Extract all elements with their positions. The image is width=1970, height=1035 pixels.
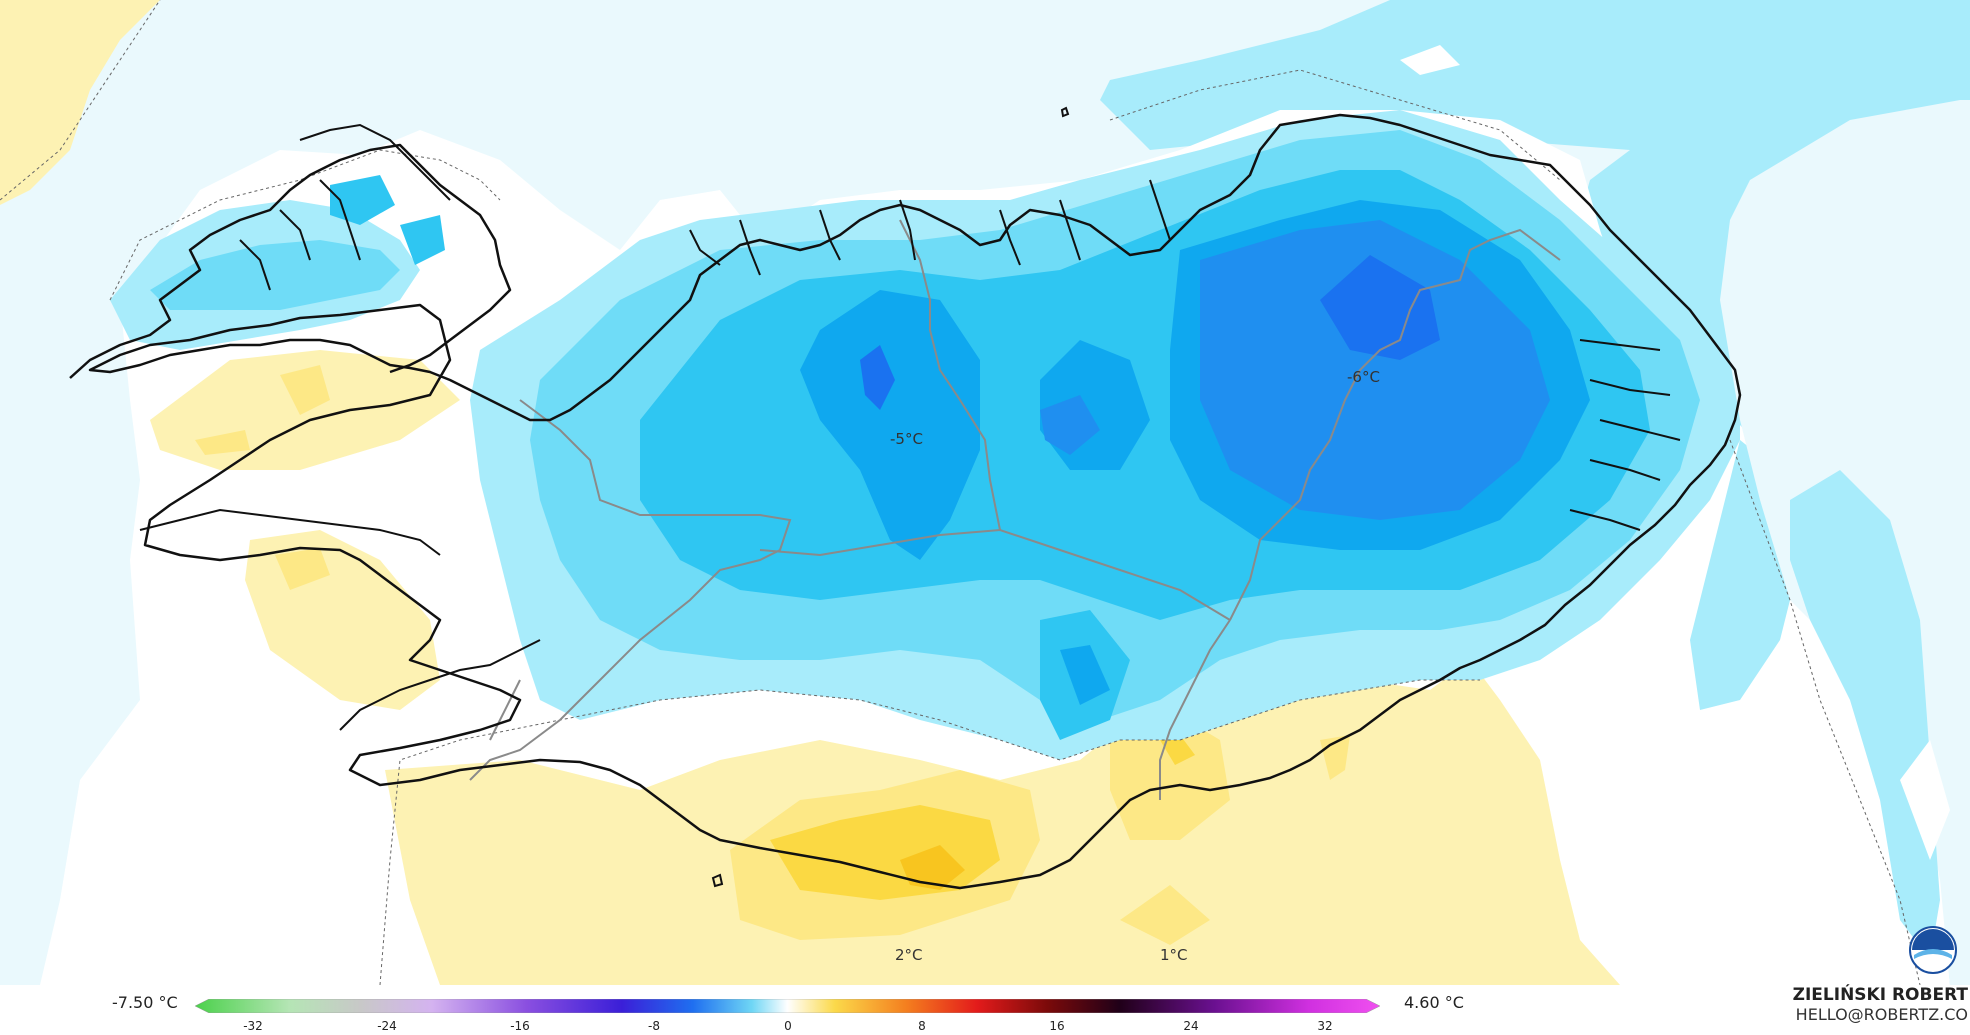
scale-tick: 8 xyxy=(918,1019,926,1033)
color-scale-bar xyxy=(195,999,1380,1013)
credit-name: ZIELIŃSKI ROBERT xyxy=(1792,985,1968,1005)
noaa-logo-icon xyxy=(1909,926,1957,974)
cold-land-7 xyxy=(1200,220,1550,520)
warm-west-3 xyxy=(280,365,330,415)
cold-land-8 xyxy=(1320,255,1440,360)
scale-max-label: 4.60 °C xyxy=(1404,993,1464,1012)
warm-west-4 xyxy=(195,430,250,455)
cold-se-coast xyxy=(1790,470,1940,960)
scale-tick: 16 xyxy=(1049,1019,1065,1033)
warm-south-east-1 xyxy=(1110,710,1230,840)
cold-peninsula-3 xyxy=(330,175,395,225)
cold-land-10 xyxy=(1040,395,1100,455)
warm-corner-nw xyxy=(0,0,160,205)
cold-land-12 xyxy=(1060,645,1110,705)
warm-south-east-2 xyxy=(1160,735,1195,765)
scale-tick: -16 xyxy=(510,1019,530,1033)
credit-email: HELLO@ROBERTZ.CO xyxy=(1795,1005,1968,1024)
temperature-map: -5°C -6°C 2°C 1°C xyxy=(0,0,1970,986)
island-small-2 xyxy=(711,873,724,888)
scale-tick: 24 xyxy=(1183,1019,1199,1033)
map-canvas xyxy=(0,0,1970,986)
scale-tick: -24 xyxy=(377,1019,397,1033)
scale-tick: 0 xyxy=(784,1019,792,1033)
white-se-patch xyxy=(1900,740,1950,860)
scale-tick: -32 xyxy=(243,1019,263,1033)
iceland-coastline xyxy=(88,113,1742,890)
footer-bar: -7.50 °C - xyxy=(0,985,1970,1035)
island-small-1 xyxy=(1060,106,1070,118)
north-fjords xyxy=(689,179,1171,276)
westfjords-coastline xyxy=(69,143,512,379)
scale-tick: 32 xyxy=(1317,1019,1333,1033)
reykjanes-coast xyxy=(339,639,541,731)
temp-label-south-1: 2°C xyxy=(895,946,923,964)
scale-min-label: -7.50 °C xyxy=(112,993,178,1012)
cold-peninsula-2 xyxy=(150,240,400,310)
temp-label-west: -5°C xyxy=(890,430,923,448)
cold-land-9 xyxy=(860,345,895,410)
westfjords-inner xyxy=(239,123,451,291)
snaefellsnes-coast xyxy=(139,508,441,556)
region-borders xyxy=(469,219,1561,800)
warm-south-core-3 xyxy=(900,845,965,890)
contour-lines xyxy=(0,0,1921,986)
scale-tick: -8 xyxy=(648,1019,660,1033)
temp-label-east: -6°C xyxy=(1347,368,1380,386)
cold-land-4 xyxy=(800,290,980,560)
white-ne-patch xyxy=(1400,45,1460,75)
temp-label-south-2: 1°C xyxy=(1160,946,1188,964)
warm-west-5 xyxy=(275,548,330,590)
east-fjords xyxy=(1569,339,1681,531)
warm-south-lobe xyxy=(1120,885,1210,945)
cold-peninsula-4 xyxy=(400,215,445,265)
